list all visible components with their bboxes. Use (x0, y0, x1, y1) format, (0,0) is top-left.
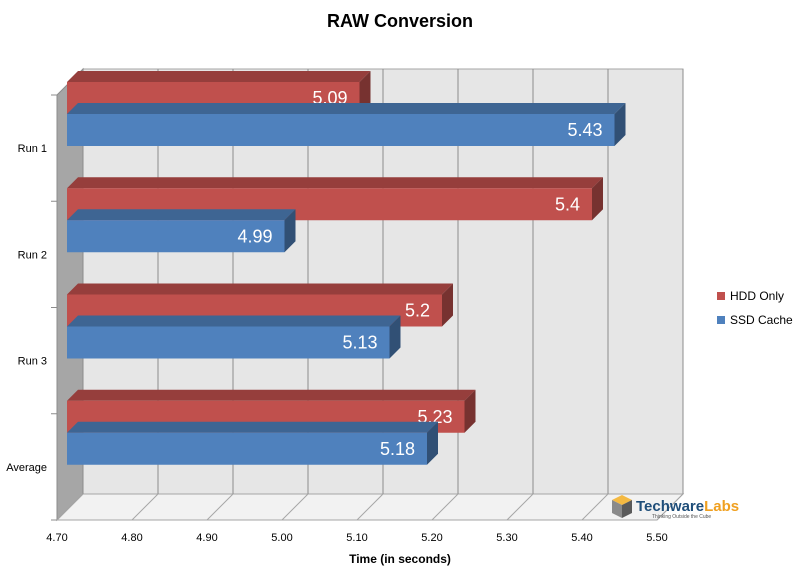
category-label: Run 1 (18, 143, 47, 155)
bar-side (464, 389, 476, 433)
floor-gridline (281, 493, 309, 521)
floor-gridline (506, 493, 534, 521)
x-tick-label: 4.90 (196, 532, 217, 544)
bar-side (442, 283, 453, 327)
legend-swatch (717, 292, 725, 300)
bar-face (67, 432, 427, 465)
x-tick-label: 4.80 (121, 532, 142, 544)
x-axis-label: Time (in seconds) (349, 552, 451, 566)
cube-icon (612, 495, 632, 518)
bar-ssd-cache: 5.18 (67, 421, 438, 465)
data-label: 5.2 (405, 301, 430, 321)
x-tick-labels: 4.70 4.80 4.90 5.00 5.10 5.20 5.30 5.40 5.50 (46, 532, 667, 544)
bar-hdd-only: 5.4 (67, 177, 603, 221)
data-label: 5.13 (342, 333, 377, 353)
x-tick-label: 5.10 (346, 532, 367, 544)
data-label: 5.18 (380, 439, 415, 459)
bar-face (67, 114, 615, 146)
legend: HDD Only SSD Cache (717, 289, 793, 327)
bar-top (67, 389, 476, 401)
bar-ssd-cache: 4.99 (67, 209, 296, 253)
bar-face (67, 326, 390, 359)
logo-text: TechwareLabs (636, 498, 739, 515)
bar-top (67, 421, 438, 433)
chart-title: RAW Conversion (327, 11, 473, 31)
x-tick-label: 5.50 (646, 532, 667, 544)
techwarelabs-logo: TechwareLabs Thinking Outside the Cube (612, 495, 739, 520)
bar-top (67, 177, 603, 189)
bar-top (67, 209, 296, 221)
bar-side (427, 421, 438, 465)
floor-gridline (356, 493, 384, 521)
category-labels: Run 1 Run 2 Run 3 Average (6, 143, 47, 474)
x-tick-label: 5.40 (571, 532, 592, 544)
category-label: Run 2 (18, 249, 47, 261)
x-tick-label: 5.20 (421, 532, 442, 544)
bar-top (67, 71, 371, 82)
legend-label: HDD Only (730, 289, 784, 303)
floor-gridline (131, 493, 159, 521)
bar-face (67, 220, 285, 253)
x-tick-label: 4.70 (46, 532, 67, 544)
logo-tagline: Thinking Outside the Cube (652, 514, 711, 520)
category-label: Average (6, 462, 47, 474)
bar-side (592, 177, 603, 221)
bars: 5.095.435.44.995.25.135.235.18 (67, 71, 626, 465)
floor-gridline (581, 493, 609, 521)
data-label: 5.43 (567, 120, 602, 140)
floor-gridline (656, 493, 684, 521)
data-label: 5.4 (555, 194, 580, 214)
bar-side (614, 103, 626, 146)
legend-swatch (717, 316, 725, 324)
legend-label: SSD Cache (730, 313, 793, 327)
floor-gridline (56, 493, 84, 521)
bar-top (67, 283, 453, 295)
bar-side (389, 315, 401, 359)
bar-ssd-cache: 5.13 (67, 315, 401, 359)
x-tick-label: 5.00 (271, 532, 292, 544)
bar-top (67, 315, 401, 327)
bar-ssd-cache: 5.43 (67, 103, 626, 146)
data-label: 4.99 (237, 226, 272, 246)
x-tick-label: 5.30 (496, 532, 517, 544)
bar-top (67, 103, 626, 114)
bar-side (284, 209, 296, 253)
category-label: Run 3 (18, 356, 47, 368)
floor-gridline (206, 493, 234, 521)
floor-gridline (431, 493, 459, 521)
